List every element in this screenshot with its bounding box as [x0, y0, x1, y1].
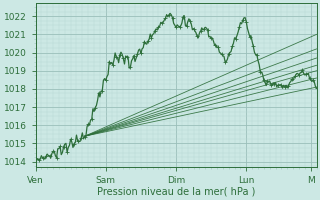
X-axis label: Pression niveau de la mer( hPa ): Pression niveau de la mer( hPa ) [97, 187, 255, 197]
